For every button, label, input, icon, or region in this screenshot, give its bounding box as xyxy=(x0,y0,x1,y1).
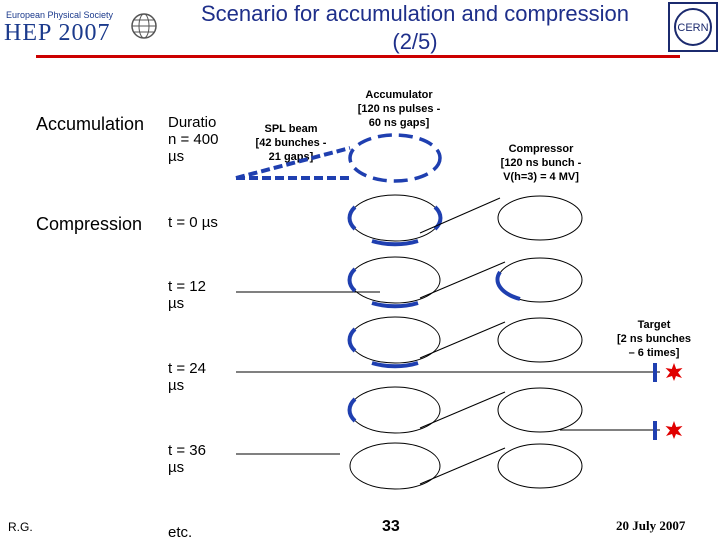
bunch-3 xyxy=(433,205,443,231)
cern-logo: CERN xyxy=(668,2,718,52)
header-rule xyxy=(36,55,680,58)
compressor-ring xyxy=(497,195,583,241)
row-t12 xyxy=(236,256,583,309)
date: 20 July 2007 xyxy=(616,518,686,533)
target-star-1 xyxy=(665,363,683,381)
page-title: Scenario for accumulation and compressio… xyxy=(200,1,629,54)
target-bunch-2 xyxy=(653,421,657,440)
time-t0: t = 0 µs xyxy=(168,214,218,231)
accumulator-ring-filling xyxy=(348,133,442,183)
time-t36: t = 36 µs xyxy=(168,442,206,476)
cern-logo-text: CERN xyxy=(677,22,708,34)
time-t12: t = 12 µs xyxy=(168,278,206,312)
spl-beam-line xyxy=(235,146,351,180)
author: R.G. xyxy=(8,520,33,534)
logo-hep2007: HEP 2007 xyxy=(4,20,111,46)
target-star-2 xyxy=(665,421,683,439)
row-t24 xyxy=(236,316,683,382)
compression-label: Compression xyxy=(36,214,143,234)
accumulation-label: Accumulation xyxy=(36,114,145,134)
compressor-label: Compressor [120 ns bunch - V(h=3) = 4 MV] xyxy=(500,143,582,183)
etc-label: etc. xyxy=(168,524,193,541)
row-accumulation xyxy=(235,133,442,183)
bunch-1 xyxy=(347,205,357,231)
target-bunch-1 xyxy=(653,363,657,382)
target-label: Target [2 ns bunches – 6 times] xyxy=(617,319,691,359)
row-t0 xyxy=(347,194,583,247)
bunch-2 xyxy=(371,239,419,247)
accumulation-duration: Duratio n = 400 µs xyxy=(168,114,219,165)
time-t24: t = 24 µs xyxy=(168,360,206,394)
page-number: 33 xyxy=(382,518,400,535)
row-next xyxy=(349,442,583,490)
row-t36 xyxy=(236,386,683,455)
logo-society-text: European Physical Society xyxy=(6,10,114,20)
accumulator-label: Accumulator [120 ns pulses -60 ns gaps] xyxy=(357,89,441,129)
globe-icon xyxy=(131,13,157,39)
